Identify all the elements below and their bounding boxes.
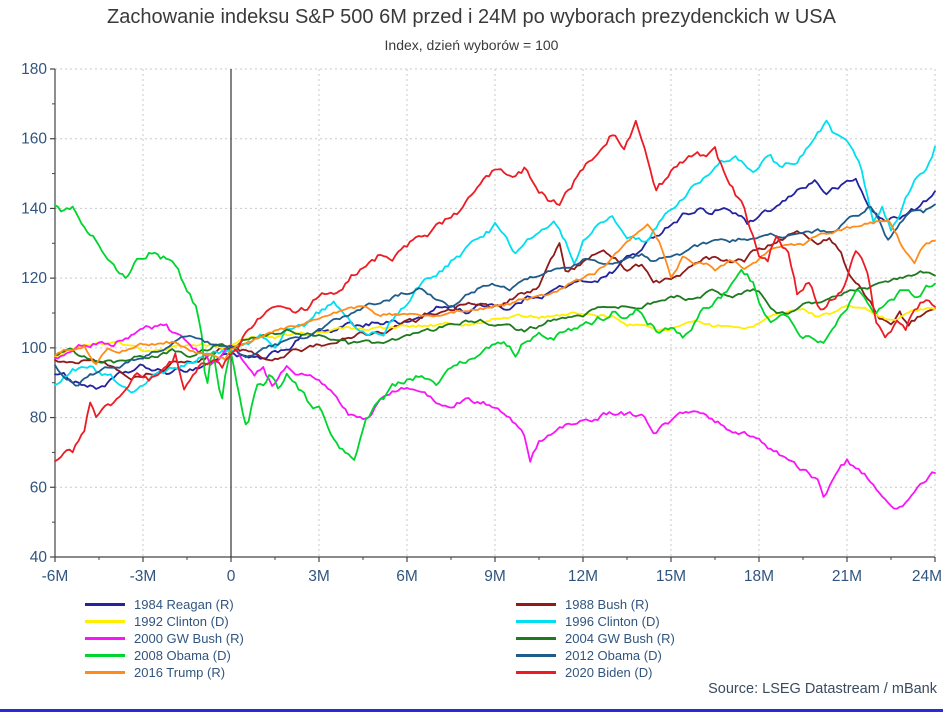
- chart-subtitle: Index, dzień wyborów = 100: [384, 37, 559, 53]
- chart-title: Zachowanie indeksu S&P 500 6M przed i 24…: [107, 6, 836, 28]
- x-tick-label: 3M: [308, 568, 330, 585]
- legend-column-left: 1984 Reagan (R) 1992 Clinton (D) 2000 GW B…: [85, 596, 244, 681]
- legend-label-2020-biden-d: 2020 Biden (D): [565, 665, 653, 680]
- x-tick-label: 24M: [912, 568, 942, 585]
- legend-column-right: 1988 Bush (R) 1996 Clinton (D) 2004 GW Bus…: [516, 596, 675, 681]
- x-tick-label: 6M: [396, 568, 418, 585]
- legend-swatch-2008-obama-d: [85, 654, 125, 657]
- series-line-1996-clinton-d: [54, 119, 936, 394]
- x-tick-label: -3M: [130, 568, 157, 585]
- y-tick-label: 180: [21, 61, 47, 78]
- x-tick-label: 21M: [832, 568, 862, 585]
- legend-swatch-2016-trump-r: [85, 671, 125, 674]
- legend-label-2008-obama-d: 2008 Obama (D): [134, 648, 231, 663]
- y-tick-label: 80: [30, 410, 48, 427]
- y-tick-label: 40: [30, 549, 48, 566]
- x-tick-label: 12M: [568, 568, 598, 585]
- y-tick-label: 160: [21, 131, 47, 148]
- legend-item-2000-gw-bush-r: 2000 GW Bush (R): [85, 630, 244, 647]
- legend-swatch-1988-bush-r: [516, 603, 556, 606]
- legend-swatch-2000-gw-bush-r: [85, 637, 125, 640]
- series-line-2000-gw-bush-r: [54, 323, 936, 510]
- source-credit: Source: LSEG Datastream / mBank: [708, 681, 937, 697]
- x-tick-label: 15M: [656, 568, 686, 585]
- legend-label-2012-obama-d: 2012 Obama (D): [565, 648, 662, 663]
- y-tick-label: 60: [30, 479, 48, 496]
- series-line-2008-obama-d: [54, 204, 936, 461]
- legend-item-1988-bush-r: 1988 Bush (R): [516, 596, 675, 613]
- legend-item-1984-reagan-r: 1984 Reagan (R): [85, 596, 244, 613]
- legend-item-2016-trump-r: 2016 Trump (R): [85, 664, 244, 681]
- legend-label-2016-trump-r: 2016 Trump (R): [134, 665, 226, 680]
- series-line-2012-obama-d: [54, 203, 936, 387]
- legend-swatch-1992-clinton-d: [85, 620, 125, 623]
- y-tick-label: 120: [21, 270, 47, 287]
- legend-item-1992-clinton-d: 1992 Clinton (D): [85, 613, 244, 630]
- legend-swatch-1996-clinton-d: [516, 620, 556, 623]
- x-tick-label: 9M: [484, 568, 506, 585]
- legend-swatch-1984-reagan-r: [85, 603, 125, 606]
- legend-swatch-2012-obama-d: [516, 654, 556, 657]
- bottom-accent-bar: [0, 709, 943, 712]
- legend-item-2004-gw-bush-r: 2004 GW Bush (R): [516, 630, 675, 647]
- series-line-2016-trump-r: [54, 218, 936, 366]
- legend-label-1988-bush-r: 1988 Bush (R): [565, 597, 649, 612]
- legend-label-2004-gw-bush-r: 2004 GW Bush (R): [565, 631, 675, 646]
- legend-swatch-2020-biden-d: [516, 671, 556, 674]
- legend-swatch-2004-gw-bush-r: [516, 637, 556, 640]
- series-line-2004-gw-bush-r: [54, 270, 936, 364]
- y-tick-label: 100: [21, 340, 47, 357]
- legend-item-1996-clinton-d: 1996 Clinton (D): [516, 613, 675, 630]
- x-tick-label: 0: [227, 568, 236, 585]
- legend-label-1996-clinton-d: 1996 Clinton (D): [565, 614, 660, 629]
- legend-label-1992-clinton-d: 1992 Clinton (D): [134, 614, 229, 629]
- legend-item-2008-obama-d: 2008 Obama (D): [85, 647, 244, 664]
- legend-item-2020-biden-d: 2020 Biden (D): [516, 664, 675, 681]
- legend-label-2000-gw-bush-r: 2000 GW Bush (R): [134, 631, 244, 646]
- x-tick-label: 18M: [744, 568, 774, 585]
- x-tick-label: -6M: [42, 568, 69, 585]
- series-line-2020-biden-d: [54, 119, 936, 463]
- legend-label-1984-reagan-r: 1984 Reagan (R): [134, 597, 234, 612]
- legend-item-2012-obama-d: 2012 Obama (D): [516, 647, 675, 664]
- y-tick-label: 140: [21, 200, 47, 217]
